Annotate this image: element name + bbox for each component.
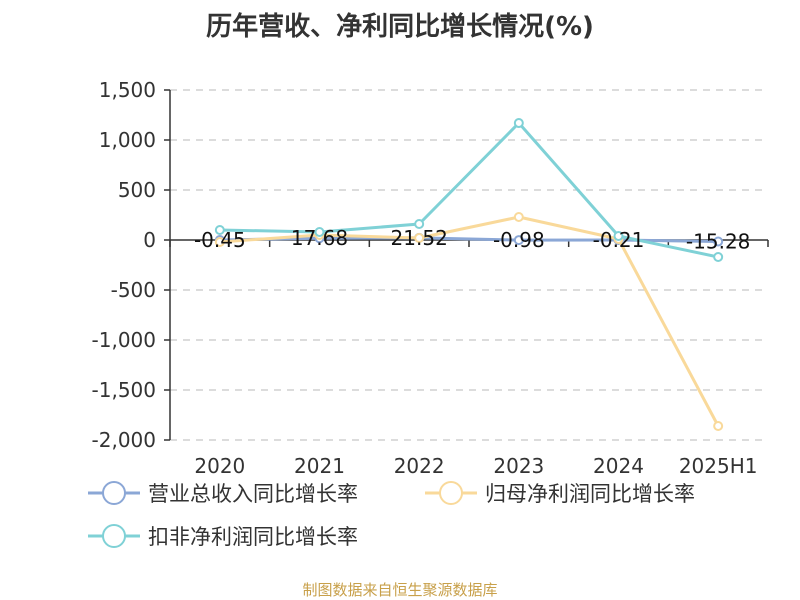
data-point <box>713 236 724 247</box>
data-point <box>314 227 325 237</box>
x-tick-label: 2025H1 <box>679 454 758 478</box>
data-label: -0.98 <box>493 228 545 252</box>
y-tick-label: 500 <box>118 178 156 202</box>
x-tick-label: 2020 <box>194 454 245 478</box>
gridlines <box>170 89 768 441</box>
data-point <box>713 421 724 431</box>
legend-marker <box>102 481 126 505</box>
data-labels: -0.45 17.68 21.52 -0.98 -0.21 -15.28 <box>194 226 750 254</box>
data-point <box>414 219 425 229</box>
x-tick-label: 2024 <box>593 454 644 478</box>
data-label: 21.52 <box>391 226 448 250</box>
data-label: -0.21 <box>593 228 645 252</box>
data-label: -15.28 <box>686 230 750 254</box>
legend-item-2[interactable]: 归母净利润同比增长率 <box>425 481 695 506</box>
legend-marker <box>439 481 463 505</box>
legend-item-3[interactable]: 扣非净利润同比增长率 <box>88 524 358 549</box>
x-tick-label: 2021 <box>294 454 345 478</box>
y-tick-label: -1,500 <box>92 378 156 402</box>
legend-marker <box>102 524 126 548</box>
chart-title: 历年营收、净利同比增长情况(%) <box>206 11 594 42</box>
data-point <box>713 252 724 262</box>
legend-label: 归母净利润同比增长率 <box>485 482 695 506</box>
data-label: -0.45 <box>194 228 246 252</box>
x-tick-label: 2022 <box>394 454 445 478</box>
source-note: 制图数据来自恒生聚源数据库 <box>302 581 497 599</box>
data-point <box>214 237 225 247</box>
legend-label: 营业总收入同比增长率 <box>148 482 358 506</box>
axes: 1,500 1,000 500 0 -500 -1,000 -1,500 -2,000 2020… <box>92 78 769 478</box>
data-point <box>414 233 425 243</box>
legend-label: 扣非净利润同比增长率 <box>148 525 358 549</box>
series <box>214 118 724 431</box>
y-tick-label: 1,000 <box>99 128 156 152</box>
x-tick-label: 2023 <box>493 454 544 478</box>
y-tick-label: -500 <box>111 278 156 302</box>
series-line-3 <box>219 121 719 259</box>
data-point <box>214 225 225 235</box>
legend-item-1[interactable]: 营业总收入同比增长率 <box>88 481 358 506</box>
data-point <box>613 231 624 241</box>
y-tick-label: -2,000 <box>92 428 156 452</box>
series-line-2 <box>219 215 720 427</box>
data-point <box>513 212 524 222</box>
data-label: 17.68 <box>291 226 348 250</box>
data-point <box>513 118 524 128</box>
y-tick-label: 1,500 <box>99 78 156 102</box>
y-tick-label: -1,000 <box>92 328 156 352</box>
data-point <box>513 235 524 246</box>
y-tick-label: 0 <box>143 228 156 252</box>
